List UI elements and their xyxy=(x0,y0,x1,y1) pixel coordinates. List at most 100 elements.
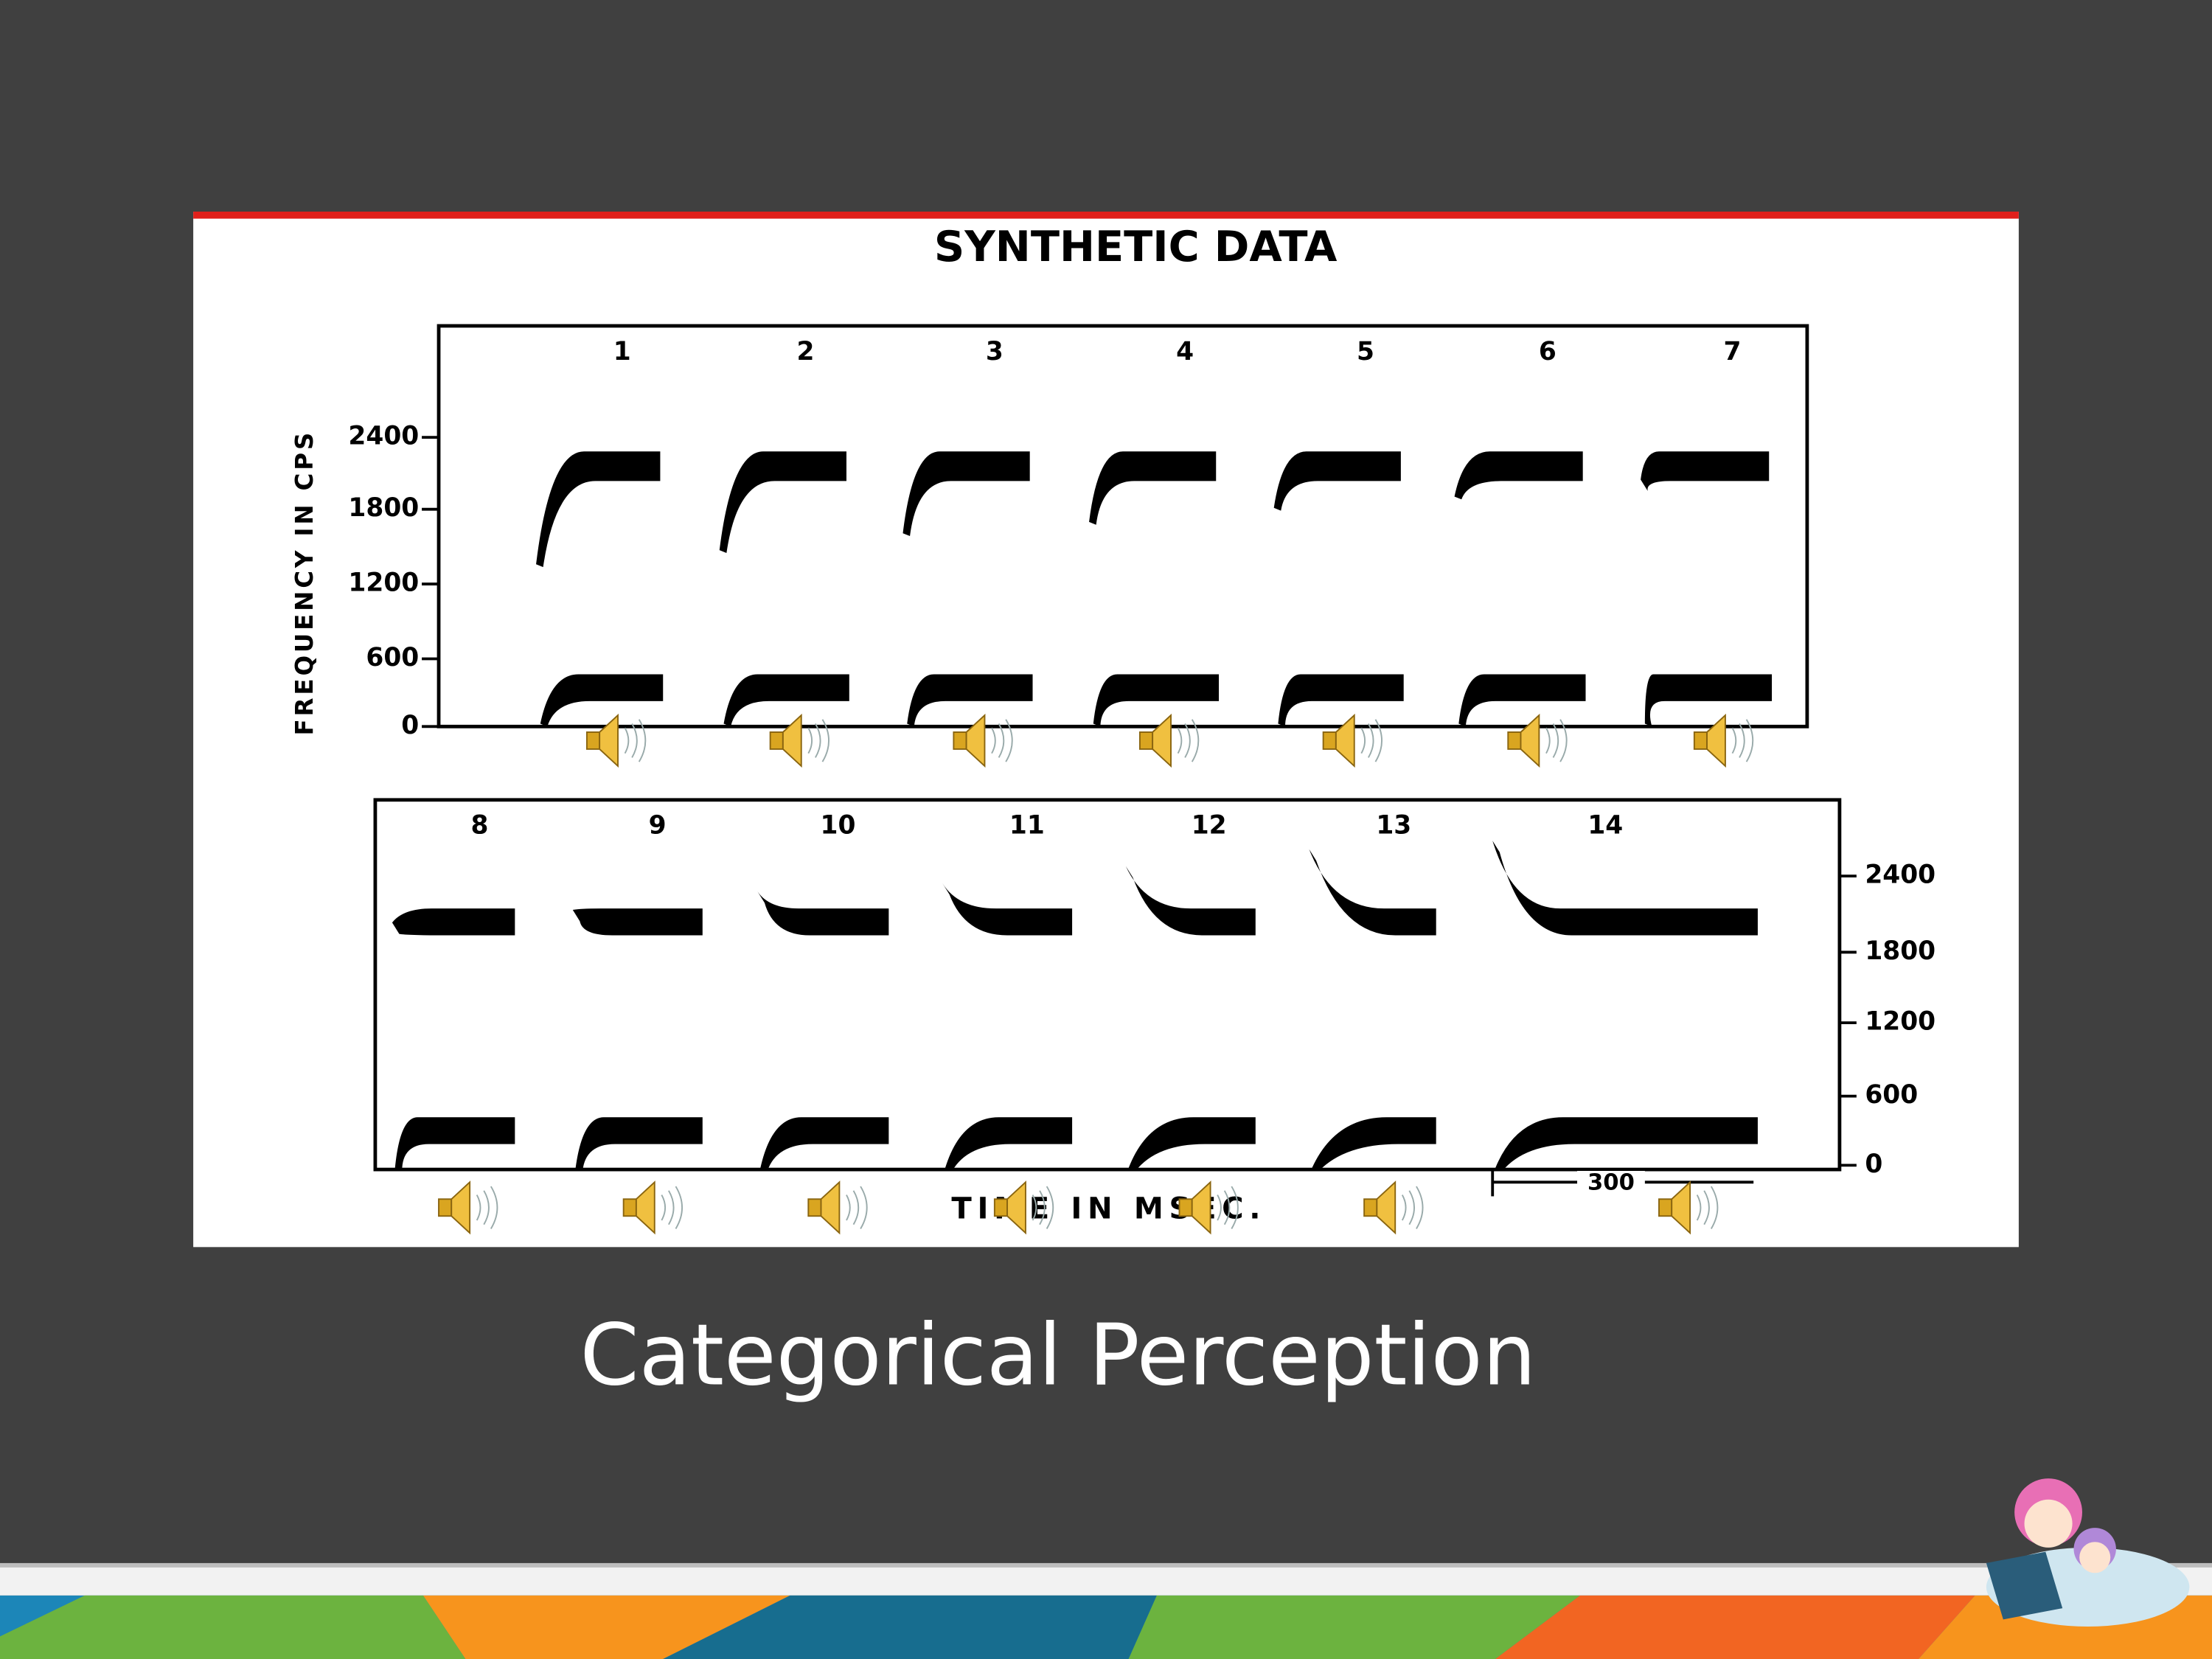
sound-wave xyxy=(1401,1194,1407,1221)
y-tick-label: 1800 xyxy=(1865,936,1935,966)
speaker-cone xyxy=(1006,1180,1026,1235)
formant xyxy=(760,1117,889,1172)
speaker-body xyxy=(585,731,601,750)
stimulus-number: 5 xyxy=(1357,337,1374,366)
sound-wave xyxy=(490,1186,498,1229)
band-shape xyxy=(1495,1595,1975,1659)
audio-button[interactable] xyxy=(622,1180,684,1235)
formant xyxy=(1089,451,1217,525)
speaker-body xyxy=(769,731,784,750)
speaker-body xyxy=(993,1198,1009,1217)
y-tick-label: 600 xyxy=(1865,1080,1918,1110)
sound-wave xyxy=(631,723,638,758)
stimulus-number: 2 xyxy=(796,337,814,366)
speaker-cone xyxy=(599,713,619,768)
formant xyxy=(1309,849,1436,936)
scale-label-bg xyxy=(1577,1171,1645,1194)
sound-wave xyxy=(1731,727,1737,754)
cartoon xyxy=(1986,1478,2190,1627)
sound-wave xyxy=(807,727,813,754)
audio-button[interactable] xyxy=(585,713,647,768)
speaker-body xyxy=(1507,731,1522,750)
stimulus-number: 10 xyxy=(821,811,856,841)
speaker-cone xyxy=(820,1180,841,1235)
y-tick-label: 2400 xyxy=(348,422,419,451)
audio-button[interactable] xyxy=(769,713,830,768)
stimulus-number: 12 xyxy=(1192,811,1227,841)
formant xyxy=(1454,451,1583,500)
sound-wave xyxy=(668,1190,675,1225)
audio-button[interactable] xyxy=(807,1180,868,1235)
speaker-cone xyxy=(451,1180,471,1235)
speaker-cone xyxy=(1376,1180,1397,1235)
sound-wave xyxy=(1745,719,1754,762)
stimulus-number: 1 xyxy=(613,337,631,366)
audio-button[interactable] xyxy=(1322,713,1382,768)
speaker-body xyxy=(953,731,967,750)
sound-wave xyxy=(1005,719,1013,762)
sound-wave xyxy=(1231,1186,1239,1229)
speaker-body xyxy=(1138,731,1154,750)
sound-wave xyxy=(1552,723,1559,758)
speaker-body xyxy=(1693,731,1708,750)
y-axis-label: FREQUENCY IN CPS xyxy=(291,430,319,736)
footer-band xyxy=(0,1595,2212,1659)
cartoon-face xyxy=(2079,1542,2111,1573)
formant xyxy=(1644,674,1773,727)
audio-button[interactable] xyxy=(953,713,1013,768)
audio-button[interactable] xyxy=(1507,713,1568,768)
formant xyxy=(575,1117,703,1172)
formant xyxy=(1492,841,1758,936)
formant xyxy=(907,674,1033,727)
sound-wave xyxy=(661,1194,667,1221)
footer-strip xyxy=(0,1567,2212,1596)
sound-wave xyxy=(846,1194,851,1221)
formant xyxy=(1125,866,1256,936)
sound-wave xyxy=(998,723,1005,758)
formant xyxy=(1641,451,1770,491)
stimulus-number: 7 xyxy=(1724,337,1742,366)
speaker-cone xyxy=(965,713,986,768)
audio-button[interactable] xyxy=(438,1180,498,1235)
sound-wave xyxy=(1177,727,1183,754)
y-tick-label: 0 xyxy=(401,711,419,740)
sound-wave xyxy=(1710,1186,1719,1229)
audio-button[interactable] xyxy=(1138,713,1200,768)
sound-wave xyxy=(1032,1194,1037,1221)
sound-wave xyxy=(821,719,830,762)
formant xyxy=(1458,674,1586,727)
sound-wave xyxy=(1360,727,1366,754)
speaker-body xyxy=(1322,731,1337,750)
speaker-cone xyxy=(1520,713,1540,768)
speaker-body xyxy=(1658,1198,1673,1217)
y-tick-label: 0 xyxy=(1865,1150,1882,1179)
sound-wave xyxy=(675,1186,684,1229)
sound-wave xyxy=(1184,723,1191,758)
formant xyxy=(723,674,849,727)
speaker-body xyxy=(438,1198,453,1217)
sound-wave xyxy=(1046,1186,1054,1229)
audio-button[interactable] xyxy=(1693,713,1754,768)
sound-wave xyxy=(860,1186,868,1229)
sound-wave xyxy=(1191,719,1200,762)
divider xyxy=(0,1562,2212,1568)
speaker-cone xyxy=(782,713,802,768)
figure-image xyxy=(193,211,2019,1248)
sound-wave xyxy=(1559,719,1568,762)
formant xyxy=(572,908,703,936)
sound-wave xyxy=(476,1194,481,1221)
audio-button[interactable] xyxy=(1658,1180,1719,1235)
formant xyxy=(719,451,846,553)
formant xyxy=(902,451,1030,537)
audio-button[interactable] xyxy=(993,1180,1054,1235)
stimulus-number: 13 xyxy=(1376,811,1411,841)
figure: SYNTHETIC DATA FREQUENCY IN CPS TIME IN … xyxy=(291,222,1935,1225)
speaker-body xyxy=(622,1198,637,1217)
audio-button[interactable] xyxy=(1363,1180,1424,1235)
y-tick-label: 1200 xyxy=(348,568,419,598)
audio-button[interactable] xyxy=(1178,1180,1239,1235)
formant xyxy=(1273,451,1401,511)
top-panel xyxy=(437,324,1809,728)
